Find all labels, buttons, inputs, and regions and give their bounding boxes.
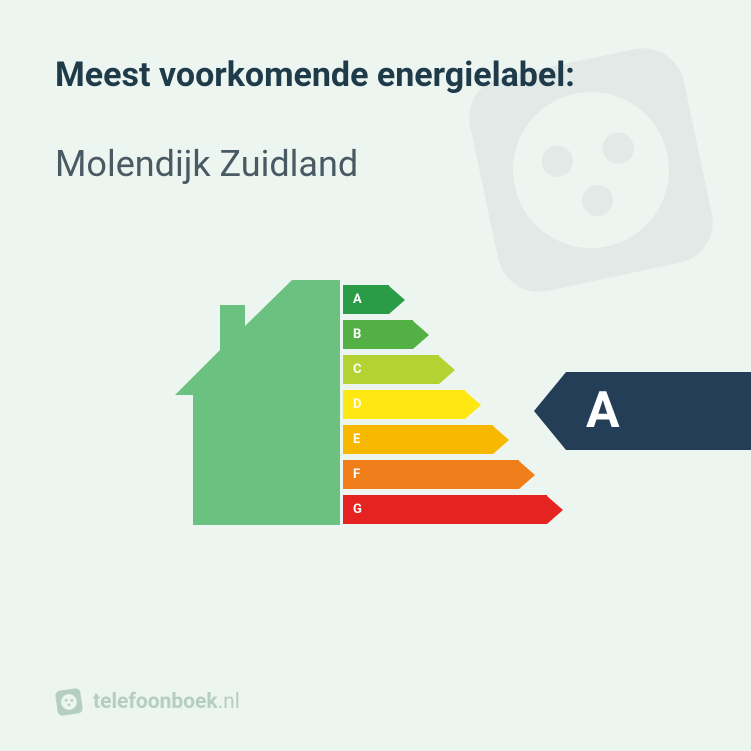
bar-arrow-icon — [519, 461, 535, 489]
content-area: Meest voorkomende energielabel: Molendij… — [0, 0, 751, 555]
energy-bar-b: B — [343, 320, 563, 349]
bar-arrow-icon — [547, 496, 563, 524]
energy-bar-label: B — [343, 320, 413, 349]
energy-bar-label: D — [343, 390, 465, 419]
energy-bar-e: E — [343, 425, 563, 454]
page-title: Meest voorkomende energielabel: — [55, 55, 696, 95]
energy-bar-c: C — [343, 355, 563, 384]
energy-bar-a: A — [343, 285, 563, 314]
energy-bar-label: C — [343, 355, 439, 384]
rating-arrow-icon — [534, 372, 566, 450]
energy-bar-d: D — [343, 390, 563, 419]
energy-bar-f: F — [343, 460, 563, 489]
energy-bar-label: F — [343, 460, 519, 489]
footer-brand-name: telefoonboek — [93, 690, 218, 714]
bar-arrow-icon — [493, 426, 509, 454]
rating-badge: A — [534, 372, 751, 450]
footer-tld: .nl — [218, 690, 240, 714]
footer-brand: telefoonboek.nl — [93, 690, 240, 714]
bar-arrow-icon — [413, 321, 429, 349]
bar-arrow-icon — [439, 356, 455, 384]
energy-bars: ABCDEFG — [343, 285, 563, 530]
bar-arrow-icon — [389, 286, 405, 314]
energy-bar-label: G — [343, 495, 547, 524]
bar-arrow-icon — [465, 391, 481, 419]
footer-logo-icon — [55, 688, 83, 716]
energy-bar-label: E — [343, 425, 493, 454]
rating-letter: A — [566, 372, 751, 450]
house-icon — [175, 280, 340, 525]
energy-bar-label: A — [343, 285, 389, 314]
location-subtitle: Molendijk Zuidland — [55, 143, 696, 185]
footer: telefoonboek.nl — [55, 688, 240, 716]
energy-bar-g: G — [343, 495, 563, 524]
